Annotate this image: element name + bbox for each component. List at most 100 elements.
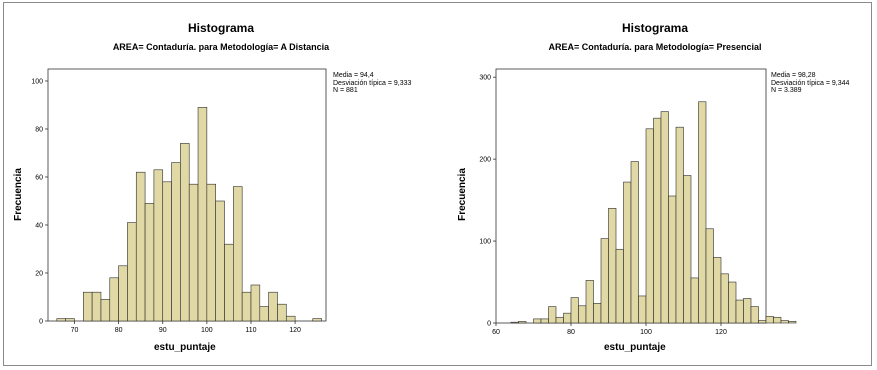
stats-box: Media = 94,4 Desviación típica = 9,333 N… bbox=[333, 72, 411, 95]
chart-title: Histograma bbox=[187, 21, 255, 35]
histogram-bar bbox=[518, 321, 527, 324]
histogram-bar bbox=[250, 284, 261, 322]
histogram-bar bbox=[728, 281, 737, 324]
histogram-bar bbox=[645, 128, 654, 324]
histogram-bar bbox=[285, 315, 296, 322]
y-tick-label: 60 bbox=[35, 175, 43, 182]
y-tick-label: 100 bbox=[479, 239, 491, 246]
histogram-bar bbox=[743, 298, 752, 324]
histogram-bar bbox=[233, 186, 243, 322]
x-tick-label: 70 bbox=[71, 327, 79, 334]
histogram-bar bbox=[241, 291, 252, 322]
histogram-bar bbox=[683, 175, 692, 324]
histogram-panel-presencial: Histograma AREA= Contaduría. para Metodo… bbox=[438, 3, 872, 365]
y-axis-label: Frecuencia bbox=[456, 168, 468, 221]
stats-mean: Media = 98,28 bbox=[771, 72, 816, 79]
histogram-bar bbox=[615, 248, 624, 324]
histogram-bar bbox=[548, 306, 557, 324]
x-tick-label: 120 bbox=[715, 329, 727, 336]
histogram-bar bbox=[758, 320, 767, 324]
histogram-plot: 0 20 40 60 80 100 70 80 90 100 110 120 bbox=[31, 68, 327, 334]
histogram-bar bbox=[197, 107, 208, 322]
y-tick-label: 0 bbox=[487, 321, 491, 328]
histogram-bar bbox=[675, 126, 684, 324]
histogram-bar bbox=[555, 316, 564, 324]
y-tick-label: 300 bbox=[479, 75, 491, 82]
y-tick-label: 20 bbox=[35, 271, 43, 278]
histogram-bar bbox=[83, 291, 93, 322]
histogram-bar bbox=[773, 316, 782, 324]
y-tick-label: 40 bbox=[35, 223, 43, 230]
histogram-bar bbox=[570, 297, 579, 324]
stats-mean: Media = 94,4 bbox=[333, 72, 374, 79]
histogram-bar bbox=[653, 117, 662, 324]
chart-subtitle: AREA= Contaduría. para Metodología= Pres… bbox=[548, 42, 762, 52]
histogram-bar bbox=[171, 162, 181, 322]
stats-box: Media = 98,28 Desviación típica = 9,344 … bbox=[771, 72, 849, 95]
stats-stddev: Desviación típica = 9,344 bbox=[771, 79, 850, 87]
histogram-bar bbox=[720, 273, 729, 324]
x-tick-label: 80 bbox=[567, 329, 575, 336]
histogram-bar bbox=[690, 277, 699, 324]
histogram-bar bbox=[215, 200, 225, 322]
stats-n: N = 881 bbox=[333, 87, 358, 94]
histogram-bar bbox=[698, 101, 707, 324]
histogram-bar bbox=[153, 169, 164, 322]
y-tick-label: 100 bbox=[31, 79, 43, 86]
x-tick-label: 100 bbox=[640, 329, 652, 336]
histogram-bar bbox=[312, 318, 322, 322]
histogram-bar bbox=[56, 318, 66, 322]
histogram-bar bbox=[623, 181, 632, 324]
histogram-bar bbox=[127, 222, 137, 322]
y-tick-label: 0 bbox=[39, 319, 43, 326]
histogram-bar bbox=[259, 306, 269, 322]
x-tick-label: 120 bbox=[289, 327, 301, 334]
histogram-bar bbox=[735, 299, 744, 324]
histogram-bar bbox=[668, 195, 677, 324]
histogram-bar bbox=[780, 320, 789, 324]
histogram-bar bbox=[630, 161, 639, 324]
x-tick-label: 100 bbox=[201, 327, 213, 334]
stats-n: N = 3.389 bbox=[771, 87, 802, 94]
y-axis-label: Frecuencia bbox=[12, 168, 24, 221]
histogram-bar bbox=[600, 238, 609, 324]
histogram-bar bbox=[268, 291, 278, 322]
histogram-bar bbox=[563, 312, 572, 324]
histogram-bar bbox=[638, 295, 647, 324]
histogram-bar bbox=[224, 243, 234, 322]
histogram-bar bbox=[660, 111, 669, 324]
histogram-bar bbox=[65, 318, 75, 322]
histogram-bar bbox=[713, 257, 722, 324]
histogram-bar bbox=[585, 280, 594, 324]
chart-subtitle: AREA= Contaduría. para Metodología= A Di… bbox=[112, 42, 330, 52]
histogram-bar bbox=[788, 321, 797, 324]
histogram-bar bbox=[109, 277, 119, 322]
histogram-bar bbox=[277, 303, 287, 322]
histogram-bar bbox=[765, 316, 774, 324]
x-axis-label: estu_puntaje bbox=[154, 342, 216, 353]
histogram-bar bbox=[533, 318, 542, 324]
x-axis-label: estu_puntaje bbox=[604, 342, 666, 353]
output-frame: Histograma AREA= Contaduría. para Metodo… bbox=[3, 2, 872, 366]
chart-title: Histograma bbox=[621, 21, 689, 35]
histogram-panel-distancia: Histograma AREA= Contaduría. para Metodo… bbox=[4, 3, 438, 365]
histogram-bar bbox=[608, 207, 617, 324]
x-tick-label: 90 bbox=[159, 327, 167, 334]
histogram-bar bbox=[206, 183, 216, 322]
y-tick-label: 80 bbox=[35, 127, 43, 134]
y-tick-label: 200 bbox=[479, 157, 491, 164]
stats-stddev: Desviación típica = 9,333 bbox=[333, 79, 412, 87]
histogram-bar bbox=[144, 203, 155, 322]
x-tick-label: 80 bbox=[115, 327, 123, 334]
histogram-bar bbox=[162, 181, 172, 322]
histogram-bar bbox=[135, 171, 146, 322]
histogram-bar bbox=[91, 291, 102, 322]
histogram-plot: 0 100 200 300 60 80 100 120 bbox=[479, 68, 797, 336]
x-tick-label: 60 bbox=[492, 329, 500, 336]
histogram-bar bbox=[578, 305, 587, 324]
histogram-bar bbox=[100, 299, 111, 322]
histogram-bar bbox=[705, 228, 714, 324]
histogram-bar bbox=[750, 306, 759, 324]
histogram-bar bbox=[510, 321, 519, 324]
histogram-bar bbox=[118, 265, 128, 322]
